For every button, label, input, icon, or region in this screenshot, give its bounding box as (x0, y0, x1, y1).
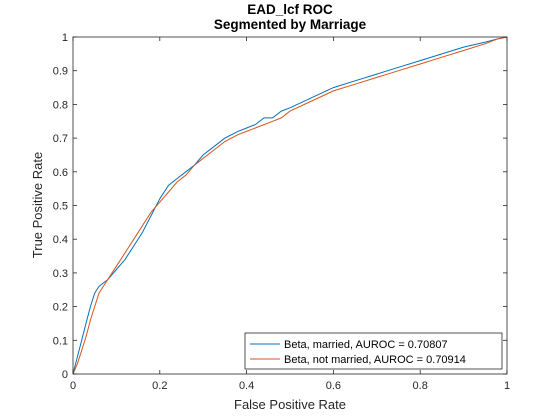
x-tick-label: 0.4 (239, 380, 254, 392)
y-tick-label: 0.2 (53, 302, 68, 314)
y-tick-label: 0.8 (53, 99, 68, 111)
chart-subtitle: Segmented by Marriage (214, 17, 367, 32)
y-tick-label: 0.3 (53, 268, 68, 280)
y-tick-label: 1 (62, 32, 68, 44)
x-tick-label: 0 (70, 380, 76, 392)
series-line-2 (72, 36, 508, 375)
y-tick-label: 0 (62, 369, 68, 381)
x-tick-label: 0.2 (152, 380, 167, 392)
y-tick-label: 0.1 (53, 335, 68, 347)
plot-area (73, 37, 507, 374)
legend-entry-2: Beta, not married, AUROC = 0.70914 (284, 354, 466, 366)
y-tick-label: 0.6 (53, 167, 68, 179)
x-tick-label: 1 (504, 380, 510, 392)
x-axis-label: False Positive Rate (234, 397, 346, 412)
series-line-1 (72, 36, 508, 375)
y-tick-label: 0.7 (53, 133, 68, 145)
series-lines (72, 36, 508, 375)
x-tick-label: 0.6 (326, 380, 341, 392)
y-tick-label: 0.4 (53, 234, 68, 246)
legend: Beta, married, AUROC = 0.70807 Beta, not … (244, 332, 503, 370)
y-tick-label: 0.9 (53, 66, 68, 78)
chart-title: EAD_lcf ROC (247, 2, 333, 17)
axes: 0 0.2 0.4 0.6 0.8 1 0 0.1 0.2 0.3 0.4 0.5 0.6 0.7 0.8 0… (53, 32, 510, 392)
plot-background (73, 37, 507, 374)
x-tick-label: 0.8 (413, 380, 428, 392)
legend-box (244, 332, 503, 370)
legend-entry-1: Beta, married, AUROC = 0.70807 (284, 339, 448, 351)
y-axis-label: True Positive Rate (30, 152, 45, 258)
y-tick-label: 0.5 (53, 201, 68, 213)
